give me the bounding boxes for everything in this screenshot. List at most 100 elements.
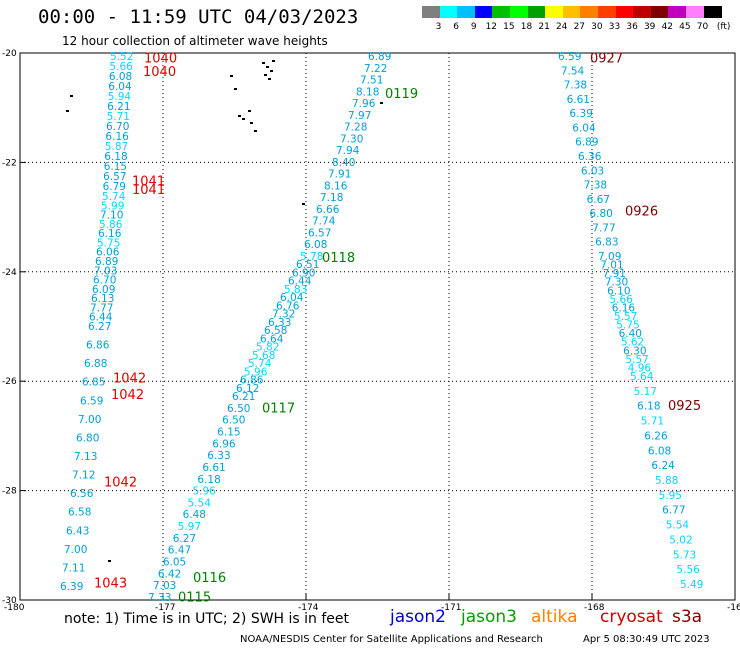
wave-height-value: 6.59 [80, 395, 103, 407]
pass-time-label: 1041 [132, 175, 165, 190]
wave-height-value: 6.89 [368, 51, 391, 63]
wave-height-value: 7.96 [352, 98, 376, 110]
pass-time-label: 1042 [113, 371, 146, 386]
wave-height-value: 5.52 [110, 51, 133, 63]
wave-height-value: 5.86 [99, 219, 123, 231]
pass-time-label: 1041 [132, 183, 165, 198]
wave-height-value: 6.27 [173, 533, 196, 545]
wave-height-value: 7.91 [603, 268, 626, 280]
pass-time-label: 1040 [144, 51, 177, 66]
wave-height-value: 6.21 [232, 391, 255, 403]
lon-label: -16 [727, 603, 740, 613]
wave-height-value: 7.33 [148, 592, 171, 604]
wave-height-value: 6.86 [86, 340, 110, 352]
wave-height-value: 6.83 [595, 237, 618, 249]
wave-height-value: 6.24 [651, 460, 675, 472]
credit-line: NOAA/NESDIS Center for Satellite Applica… [240, 634, 543, 645]
wave-height-value: 5.49 [680, 579, 703, 591]
pass-time-label: 0118 [322, 251, 355, 266]
wave-height-value: 5.83 [284, 284, 307, 296]
wave-height-value: 6.50 [222, 415, 245, 427]
wave-height-value: 6.16 [612, 302, 636, 314]
credit-timestamp: Apr 5 08:30:49 UTC 2023 [583, 634, 710, 645]
wave-height-value: 6.05 [163, 557, 186, 569]
wave-height-value: 6.18 [637, 401, 660, 413]
wave-height-value: 6.40 [619, 328, 642, 340]
wave-height-value: 6.76 [276, 300, 300, 312]
pass-time-label: 1040 [143, 65, 176, 80]
island-coastline [70, 95, 73, 97]
wave-height-value: 6.04 [280, 292, 304, 304]
wave-height-value: 5.54 [188, 497, 212, 509]
island-coastline [234, 88, 237, 90]
wave-height-value: 6.56 [70, 488, 94, 500]
legend-swatch [615, 6, 634, 18]
legend-label: 36 [626, 22, 638, 32]
wave-height-value: 7.32 [272, 309, 295, 321]
wave-height-value: 7.77 [90, 302, 113, 314]
legend-swatch [633, 6, 652, 18]
mission-cryosat: cryosat [600, 607, 663, 627]
legend-label: 12 [485, 22, 498, 32]
legend-label: 30 [591, 22, 603, 32]
mission-s3a: s3a [672, 607, 703, 627]
wave-height-value: 5.74 [248, 358, 272, 370]
wave-height-value: 6.57 [103, 171, 126, 183]
wave-height-value: 6.59 [558, 51, 581, 63]
legend-swatch [668, 6, 687, 18]
wave-height-value: 6.44 [89, 312, 113, 324]
wave-height-value: 5.57 [614, 311, 637, 323]
wave-height-value: 5.64 [630, 371, 654, 383]
legend-label: 6 [453, 22, 459, 32]
lon-label: -171 [441, 603, 461, 613]
pass-time-label: 0119 [385, 87, 418, 102]
legend-label: (ft) [716, 22, 731, 32]
wave-height-value: 5.17 [634, 386, 657, 398]
subtitle: 12 hour collection of altimeter wave hei… [62, 34, 328, 48]
wave-height-value: 6.36 [578, 151, 602, 163]
legend-swatch [474, 6, 493, 18]
pass-time-label: 0115 [178, 590, 211, 605]
wave-height-value: 7.18 [320, 192, 343, 204]
wave-height-value: 6.58 [68, 507, 91, 519]
legend-swatch [492, 6, 511, 18]
wave-height-value: 7.13 [74, 451, 97, 463]
wave-height-value: 6.39 [569, 108, 592, 120]
wave-height-value: 6.51 [296, 259, 319, 271]
wave-height-value: 6.80 [589, 208, 612, 220]
legend-label: 24 [555, 22, 568, 32]
wave-height-value: 5.54 [666, 520, 690, 532]
legend-label: 18 [520, 22, 533, 32]
pass-time-label: 0117 [262, 402, 295, 417]
wave-height-value: 6.13 [91, 293, 114, 305]
wave-height-value: 8.16 [324, 180, 348, 192]
wave-height-value: 6.96 [212, 438, 236, 450]
island-coastline [250, 122, 253, 124]
wave-height-value: 5.75 [616, 320, 639, 332]
wave-height-value: 7.91 [328, 169, 351, 181]
wave-height-value: 6.61 [567, 94, 590, 106]
island-coastline [238, 115, 241, 117]
map-frame [19, 52, 736, 601]
wave-height-value: 5.66 [609, 294, 633, 306]
wave-height-value: 6.67 [587, 194, 610, 206]
island-coastline [302, 203, 305, 205]
legend-swatch [598, 6, 616, 18]
wave-height-value: 5.82 [256, 342, 279, 354]
wave-height-value: 8.18 [356, 86, 379, 98]
wave-height-value: 6.43 [66, 525, 89, 537]
wave-height-value: 5.96 [244, 366, 268, 378]
wave-height-value: 6.18 [197, 474, 220, 486]
lon-label: -180 [4, 603, 25, 613]
wave-height-value: 6.04 [108, 81, 132, 93]
wave-height-value: 6.90 [292, 267, 315, 279]
island-coastline [266, 66, 269, 68]
lon-label: -168 [584, 603, 605, 613]
wave-height-value: 7.77 [592, 222, 615, 234]
wave-height-value: 6.03 [581, 165, 604, 177]
legend-swatch [580, 6, 599, 18]
island-coastline [380, 102, 383, 104]
wave-height-value: 5.96 [192, 486, 216, 498]
wave-height-value: 5.56 [676, 564, 700, 576]
